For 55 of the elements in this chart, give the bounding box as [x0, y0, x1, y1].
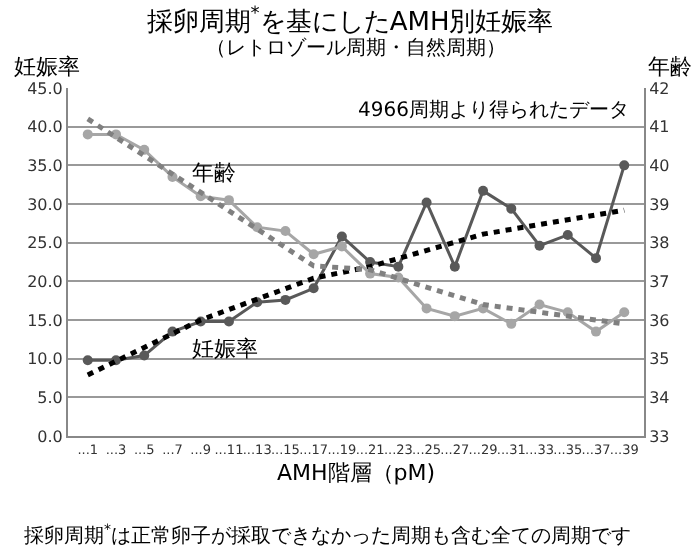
point [562, 229, 573, 240]
y-tick-label: 35.0 [27, 156, 63, 175]
point [223, 316, 234, 327]
point [82, 129, 93, 140]
point [534, 299, 545, 310]
y-tick-label: 15.0 [27, 311, 63, 330]
y-tick-label: 10.0 [27, 350, 63, 369]
series-label: 年齢 [192, 160, 236, 186]
text: 採卵周期$^{*}$は正常卵子が採取できなかった周期も含む全ての周期です [24, 522, 631, 549]
y-tick-label: 25.0 [27, 234, 63, 253]
point [139, 350, 150, 361]
y-tick-label: 40.0 [27, 118, 63, 137]
x-axis-title: AMH階層（pM) [276, 460, 436, 486]
point [591, 326, 601, 337]
point [619, 160, 630, 171]
point [82, 355, 93, 366]
y2-tick-label: 40 [649, 156, 670, 175]
point [393, 261, 404, 272]
point [280, 226, 291, 237]
point [421, 197, 432, 208]
point [506, 318, 517, 329]
y-tick-label: 20.0 [27, 272, 63, 291]
y2-tick-label: 35 [649, 350, 670, 369]
y2-tick-label: 38 [649, 234, 670, 253]
y2-tick-label: 34 [649, 388, 670, 407]
point [449, 261, 460, 272]
chart-subtitle: （レトロゾール周期・自然周期） [206, 36, 506, 60]
point [591, 253, 601, 264]
y2-tick-label: 37 [649, 272, 670, 291]
y-tick-label: 0.0 [37, 427, 63, 446]
series-label: 妊娠率 [192, 336, 258, 362]
y2-tick-label: 36 [649, 311, 670, 330]
y2-tick-label: 42 [649, 79, 670, 98]
y-tick-label: 45.0 [27, 79, 63, 98]
point [308, 249, 319, 260]
y-axis-title: 妊娠率 [14, 54, 80, 80]
point [478, 185, 489, 196]
annotation: 4966周期より得られたデータ [358, 98, 629, 122]
y2-tick-label: 39 [649, 195, 670, 214]
point [506, 203, 517, 214]
point [280, 294, 291, 305]
point [308, 283, 319, 294]
point [534, 240, 545, 251]
point [619, 307, 630, 318]
chart-title: 採卵周期$^{*}$を基にしたAMH別妊娠率 [146, 5, 554, 39]
y2-tick-label: 33 [649, 427, 670, 446]
point [336, 241, 347, 252]
y2-axis-title: 年齢 [648, 54, 692, 80]
point [223, 195, 234, 206]
y2-tick-label: 41 [649, 118, 670, 137]
point [449, 311, 460, 322]
point [421, 303, 432, 314]
point [336, 231, 347, 242]
y-tick-label: 5.0 [37, 388, 63, 407]
y-tick-label: 30.0 [27, 195, 63, 214]
